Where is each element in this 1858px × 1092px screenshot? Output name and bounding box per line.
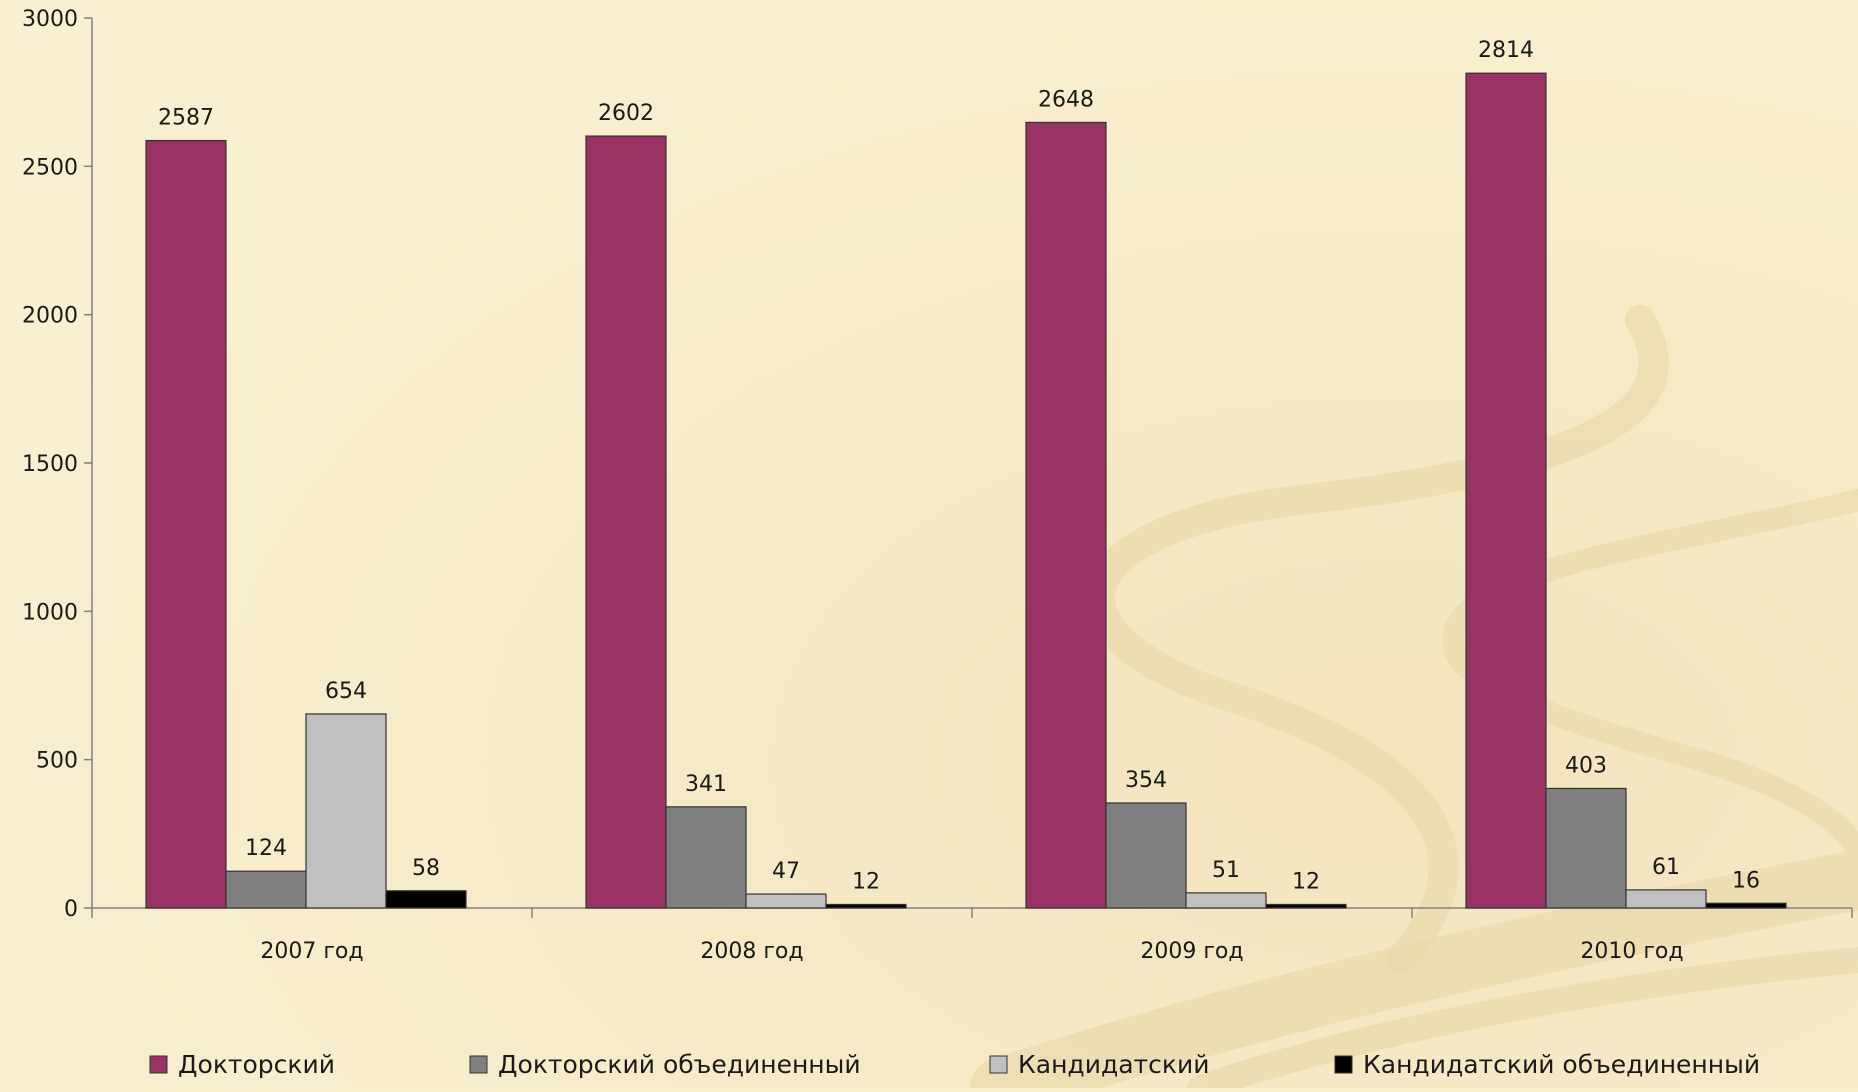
data-label: 12 <box>852 869 880 894</box>
bar <box>1705 902 1787 909</box>
data-label: 12 <box>1292 869 1320 894</box>
legend-label: Кандидатский объединенный <box>1363 1050 1760 1079</box>
y-tick-label: 1000 <box>22 600 78 625</box>
legend-swatch <box>469 1055 488 1074</box>
x-tick-label: 2009 год <box>1140 939 1243 964</box>
y-tick-label: 2000 <box>22 304 78 329</box>
bar <box>305 713 387 909</box>
data-label: 2602 <box>598 101 654 126</box>
y-tick-label: 1500 <box>22 452 78 477</box>
data-label: 341 <box>685 772 727 797</box>
x-tick-label: 2010 год <box>1580 939 1683 964</box>
bar <box>665 806 747 909</box>
bar <box>1265 903 1347 909</box>
legend-swatch <box>989 1055 1008 1074</box>
bar <box>385 890 467 909</box>
y-axis: 0 500 1000 1500 2000 2500 3000 <box>22 7 93 922</box>
bar <box>825 903 907 909</box>
y-tick-label: 0 <box>64 897 78 922</box>
data-label: 61 <box>1652 855 1680 880</box>
data-labels: 2587 124 654 58 2602 341 47 12 2648 354 51 12 2814 40… <box>158 38 1760 894</box>
x-tick-label: 2008 год <box>700 939 803 964</box>
data-label: 354 <box>1125 768 1167 793</box>
bar <box>1105 802 1187 909</box>
data-label: 58 <box>412 856 440 881</box>
x-tick-label: 2007 год <box>260 939 363 964</box>
legend-label: Докторский объединенный <box>498 1050 861 1079</box>
data-label: 51 <box>1212 858 1240 883</box>
bar <box>585 135 667 909</box>
data-label: 2587 <box>158 106 214 131</box>
bar <box>1545 787 1627 909</box>
legend-swatch <box>149 1055 168 1074</box>
data-label: 124 <box>245 836 287 861</box>
bar <box>1185 892 1267 909</box>
legend-label: Докторский <box>178 1050 335 1079</box>
data-label: 2814 <box>1478 38 1534 63</box>
bar <box>745 893 827 909</box>
data-label: 2648 <box>1038 87 1094 112</box>
bar <box>225 870 307 909</box>
data-label: 47 <box>772 859 800 884</box>
legend-label: Кандидатский <box>1018 1050 1209 1079</box>
bar <box>1625 889 1707 909</box>
data-label: 16 <box>1732 868 1760 893</box>
y-tick-label: 500 <box>36 749 78 774</box>
data-label: 654 <box>325 679 367 704</box>
bar <box>1025 121 1107 909</box>
bar <box>1465 72 1547 909</box>
y-tick-label: 3000 <box>22 7 78 32</box>
bars <box>145 72 1787 909</box>
legend-swatch <box>1334 1055 1353 1074</box>
legend: Докторский Докторский объединенный Кандида… <box>149 1050 1760 1079</box>
data-label: 403 <box>1565 753 1607 778</box>
bar <box>145 139 227 909</box>
y-tick-label: 2500 <box>22 155 78 180</box>
